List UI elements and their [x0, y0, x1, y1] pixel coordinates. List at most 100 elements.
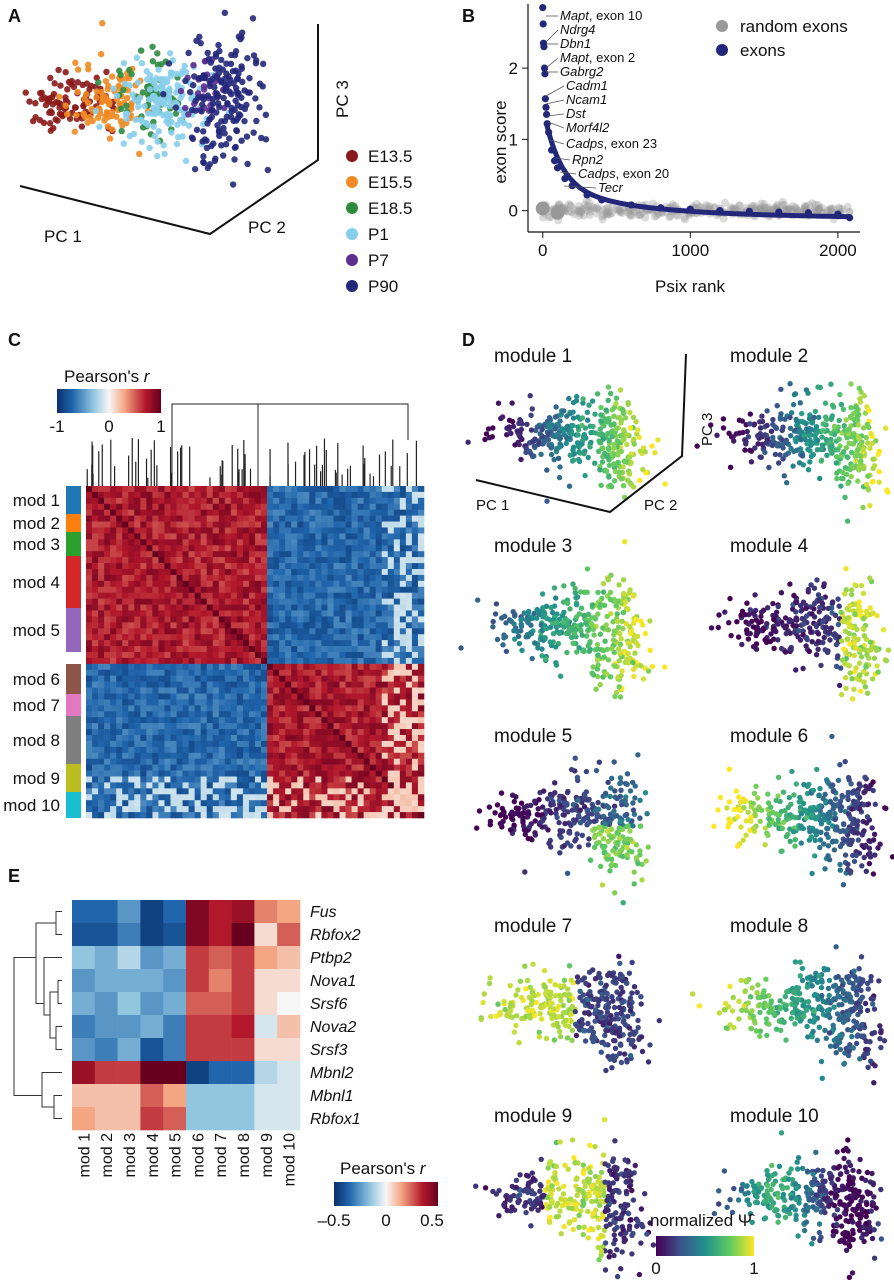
panel-c-heatmap-cell	[140, 646, 146, 652]
panel-c-heatmap-cell	[376, 694, 382, 700]
panel-c-heatmap-cell	[164, 753, 170, 759]
panel-a-point	[64, 86, 70, 92]
panel-c-heatmap-cell	[164, 599, 170, 605]
panel-c-heatmap-cell	[352, 765, 358, 771]
panel-c-heatmap-cell	[231, 735, 237, 741]
panel-c-heatmap-cell	[213, 670, 219, 676]
panel-c-heatmap-cell	[267, 688, 273, 694]
panel-c-heatmap-cell	[352, 616, 358, 622]
panel-c-heatmap-cell	[340, 741, 346, 747]
panel-d-point	[616, 415, 621, 420]
panel-c-heatmap-cell	[201, 688, 207, 694]
panel-c-heatmap-cell	[400, 611, 406, 617]
panel-c-heatmap-cell	[412, 676, 418, 682]
panel-c-heatmap-cell	[195, 812, 201, 818]
panel-c-heatmap-cell	[219, 528, 225, 534]
panel-c-heatmap-cell	[352, 658, 358, 664]
panel-c-heatmap-cell	[249, 587, 255, 593]
panel-c-heatmap-cell	[86, 539, 92, 545]
panel-c-heatmap-cell	[189, 528, 195, 534]
panel-c-heatmap-cell	[303, 735, 309, 741]
panel-c-heatmap-cell	[122, 729, 128, 735]
panel-c-heatmap-cell	[327, 753, 333, 759]
panel-d-point	[506, 424, 511, 429]
panel-c-heatmap-cell	[158, 628, 164, 634]
panel-c-heatmap-cell	[249, 788, 255, 794]
panel-c-heatmap-cell	[303, 771, 309, 777]
panel-a-point	[209, 114, 215, 120]
panel-c-heatmap-cell	[243, 664, 249, 670]
panel-c-heatmap-cell	[303, 539, 309, 545]
panel-c-heatmap-cell	[86, 717, 92, 723]
panel-d-point	[856, 464, 861, 469]
panel-a-point	[198, 108, 204, 114]
panel-c-heatmap-cell	[273, 528, 279, 534]
panel-c-heatmap-cell	[189, 670, 195, 676]
panel-c-heatmap-cell	[164, 711, 170, 717]
panel-c-heatmap-cell	[122, 664, 128, 670]
panel-a-point	[192, 166, 198, 172]
panel-c-heatmap-cell	[376, 510, 382, 516]
panel-c-heatmap-cell	[279, 516, 285, 522]
panel-c-heatmap-cell	[321, 587, 327, 593]
panel-c-heatmap-cell	[394, 717, 400, 723]
panel-c-heatmap-cell	[321, 676, 327, 682]
panel-c-heatmap-cell	[370, 729, 376, 735]
panel-c-heatmap-cell	[134, 806, 140, 812]
panel-d-point	[792, 392, 797, 397]
panel-c-heatmap-cell	[273, 539, 279, 545]
panel-c-heatmap-cell	[104, 652, 110, 658]
panel-c-heatmap-cell	[171, 646, 177, 652]
panel-c-heatmap-cell	[98, 599, 104, 605]
panel-c-heatmap-cell	[261, 504, 267, 510]
panel-a-point	[194, 127, 200, 133]
panel-c-heatmap-cell	[309, 682, 315, 688]
panel-c-heatmap-cell	[104, 533, 110, 539]
panel-c-heatmap-cell	[249, 646, 255, 652]
panel-c-heatmap-cell	[201, 729, 207, 735]
panel-c-heatmap-cell	[418, 581, 424, 587]
panel-a-point	[72, 60, 78, 66]
panel-c-heatmap-cell	[261, 729, 267, 735]
panel-c-heatmap-cell	[400, 800, 406, 806]
panel-a-point	[85, 100, 91, 106]
panel-c-heatmap-cell	[128, 794, 134, 800]
panel-c-heatmap-cell	[92, 812, 98, 818]
panel-c-heatmap-cell	[333, 581, 339, 587]
panel-c-heatmap-cell	[406, 753, 412, 759]
panel-c-heatmap-cell	[327, 806, 333, 812]
panel-c-heatmap-cell	[255, 682, 261, 688]
panel-c-heatmap-cell	[273, 498, 279, 504]
panel-c-heatmap-cell	[171, 688, 177, 694]
panel-c-heatmap-cell	[116, 747, 122, 753]
panel-c-heatmap-cell	[340, 611, 346, 617]
panel-c-heatmap-cell	[164, 581, 170, 587]
panel-c-heatmap-cell	[177, 522, 183, 528]
panel-c-heatmap-cell	[183, 599, 189, 605]
panel-c-heatmap-cell	[249, 522, 255, 528]
panel-c-heatmap-cell	[333, 759, 339, 765]
panel-c-heatmap-cell	[321, 498, 327, 504]
panel-c-heatmap-cell	[201, 557, 207, 563]
panel-d-point	[780, 445, 785, 450]
panel-c-heatmap-cell	[315, 794, 321, 800]
panel-c-heatmap-cell	[303, 699, 309, 705]
panel-c-heatmap-cell	[382, 539, 388, 545]
panel-c-heatmap-cell	[303, 522, 309, 528]
panel-c-heatmap-cell	[134, 771, 140, 777]
panel-c-heatmap-cell	[158, 800, 164, 806]
panel-c-heatmap-cell	[267, 676, 273, 682]
panel-a-point	[167, 50, 173, 56]
panel-c-heatmap-cell	[376, 634, 382, 640]
panel-c-heatmap-cell	[279, 652, 285, 658]
panel-c-heatmap-cell	[140, 510, 146, 516]
panel-c-heatmap-cell	[189, 516, 195, 522]
panel-c-heatmap-cell	[400, 492, 406, 498]
panel-c-heatmap-cell	[303, 498, 309, 504]
panel-c-heatmap-cell	[146, 741, 152, 747]
panel-c-heatmap-cell	[225, 812, 231, 818]
panel-c-heatmap-cell	[333, 510, 339, 516]
panel-c-heatmap-cell	[213, 729, 219, 735]
panel-c-heatmap-cell	[92, 788, 98, 794]
panel-c-heatmap-cell	[219, 676, 225, 682]
